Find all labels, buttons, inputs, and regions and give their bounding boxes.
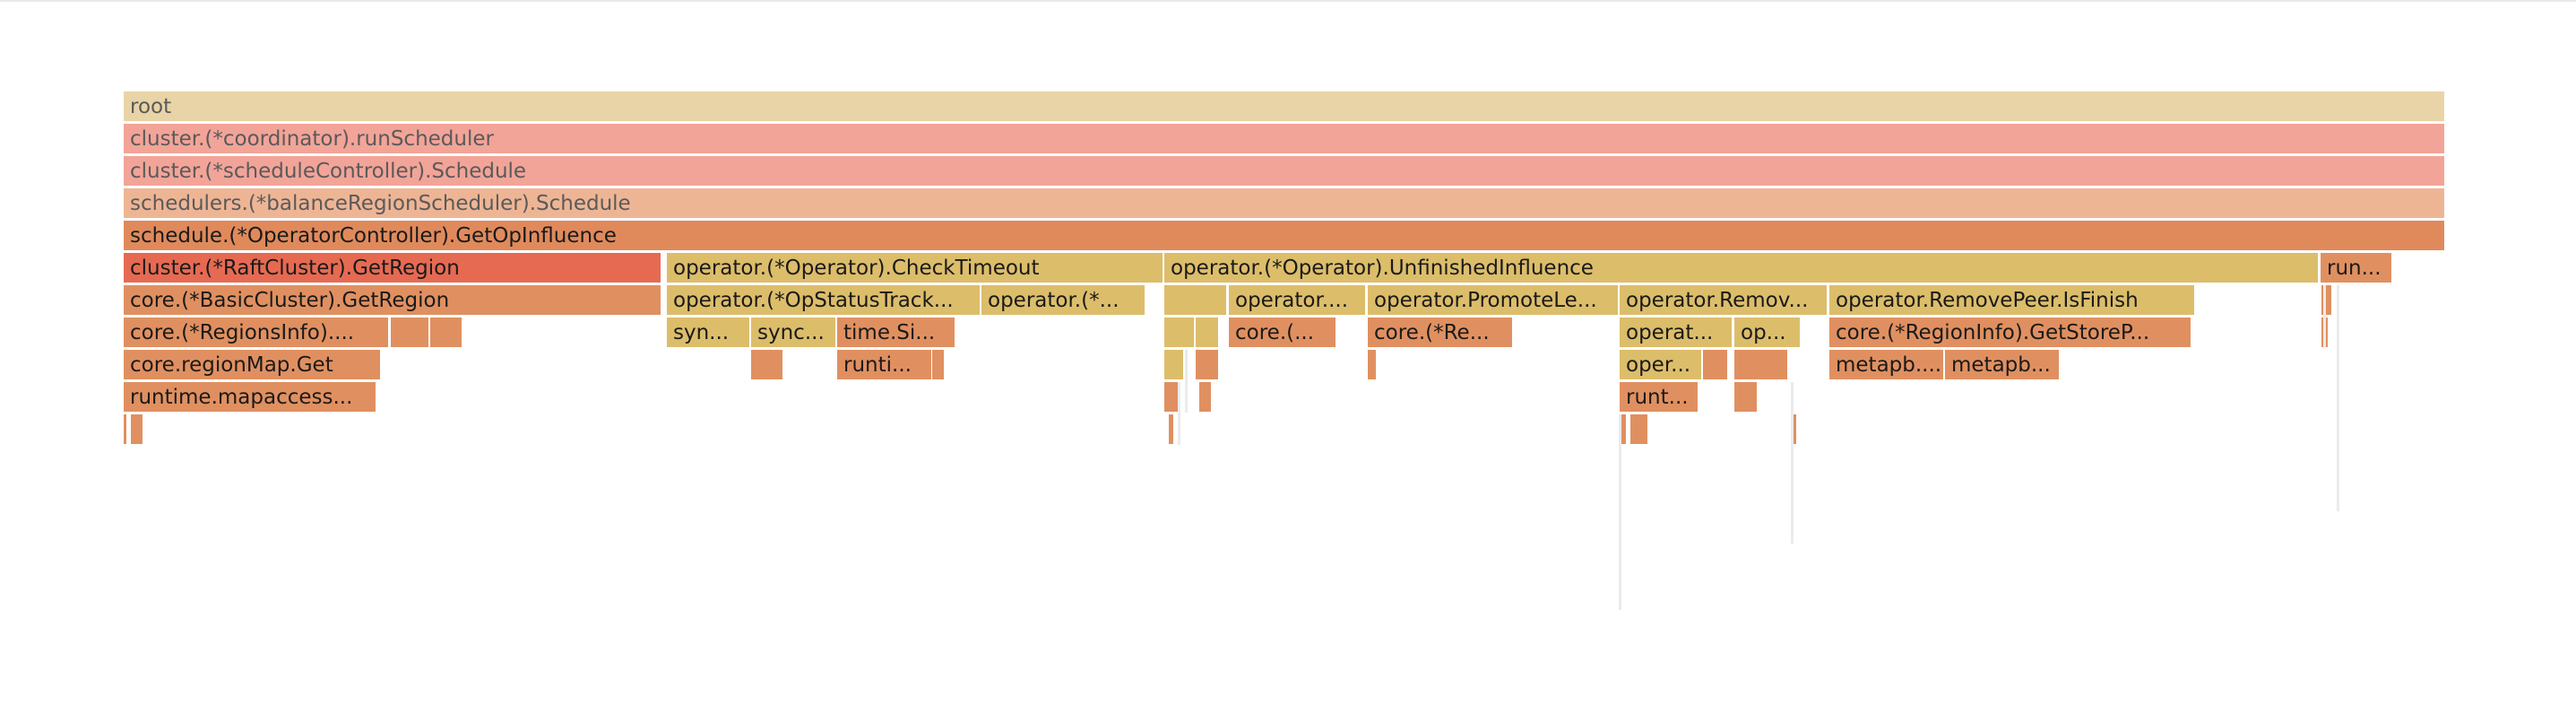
thin-frame-stack — [2323, 285, 2326, 348]
flame-frame-label: operator.RemovePeer.IsFinish — [1836, 289, 2139, 312]
flame-frame-label: core.(*BasicCluster).GetRegion — [130, 289, 450, 312]
flame-frame-label: cluster.(*coordinator).runScheduler — [130, 127, 494, 151]
flame-frame[interactable]: runt... — [1620, 382, 1699, 413]
flame-frame-label: metapb.... — [1836, 353, 1942, 377]
flame-frame-label: core.(*RegionsInfo).... — [130, 321, 355, 344]
flame-frame[interactable] — [124, 414, 127, 445]
thin-frame-stack — [2337, 285, 2339, 511]
flame-frame[interactable]: operator.PromoteLe... — [1368, 285, 1619, 316]
flame-frame[interactable]: schedule.(*OperatorController).GetOpInfl… — [124, 221, 2445, 251]
flame-frame[interactable]: operator.Remov... — [1620, 285, 1828, 316]
flame-frame[interactable] — [751, 350, 783, 380]
flame-frame-label: root — [130, 95, 172, 118]
flame-frame[interactable]: schedulers.(*balanceRegionScheduler).Sch… — [124, 188, 2445, 219]
flame-frame-label: syn... — [673, 321, 730, 344]
flame-frame[interactable] — [1630, 414, 1648, 445]
flame-frame[interactable]: operat... — [1620, 318, 1733, 348]
flame-frame[interactable] — [932, 350, 945, 380]
flame-frame[interactable]: operator.RemovePeer.IsFinish — [1829, 285, 2195, 316]
flame-frame-label: schedule.(*OperatorController).GetOpInfl… — [130, 224, 617, 248]
flame-frame[interactable]: core.(*RegionInfo).GetStoreP... — [1829, 318, 2191, 348]
flame-frame-label: operator.(*Operator).CheckTimeout — [673, 257, 1040, 280]
flame-frame[interactable] — [391, 318, 429, 348]
flame-frame-label: sync... — [757, 321, 825, 344]
flame-frame[interactable]: runti... — [837, 350, 932, 380]
flame-frame[interactable]: operator.(*... — [981, 285, 1145, 316]
flame-frame-label: runti... — [843, 353, 912, 377]
flame-frame[interactable] — [430, 318, 462, 348]
flame-frame-label: schedulers.(*balanceRegionScheduler).Sch… — [130, 192, 631, 215]
flame-frame[interactable]: cluster.(*RaftCluster).GetRegion — [124, 253, 661, 283]
flame-frame[interactable]: core.(*Re... — [1368, 318, 1513, 348]
flame-frame-label: run... — [2327, 257, 2382, 280]
flame-frame-label: op... — [1741, 321, 1786, 344]
flame-frame[interactable]: metapb... — [1945, 350, 2060, 380]
flame-frame[interactable] — [1199, 382, 1212, 413]
flame-frame[interactable]: operator.(*Operator).UnfinishedInfluence — [1164, 253, 2319, 283]
flame-frame[interactable] — [1169, 414, 1174, 445]
flame-frame[interactable]: time.Si... — [837, 318, 955, 348]
flame-frame[interactable] — [1196, 318, 1219, 348]
flame-frame[interactable]: sync... — [751, 318, 836, 348]
flame-frame-label: core.(*Re... — [1374, 321, 1490, 344]
thin-frame-stack — [1178, 382, 1180, 445]
thin-frame-stack — [1619, 414, 1621, 610]
flame-frame[interactable]: operator.(*Operator).CheckTimeout — [667, 253, 1163, 283]
flame-frame[interactable] — [1620, 414, 1627, 445]
flame-frame[interactable]: oper... — [1620, 350, 1702, 380]
flame-frame-label: metapb... — [1951, 353, 2051, 377]
flame-frame-label: cluster.(*scheduleController).Schedule — [130, 160, 527, 183]
flame-frame[interactable] — [1164, 318, 1195, 348]
flame-frame[interactable]: metapb.... — [1829, 350, 1944, 380]
flame-frame-label: operator.(*OpStatusTrack... — [673, 289, 954, 312]
flame-frame-label: operator.(*... — [988, 289, 1119, 312]
flame-frame[interactable]: runtime.mapaccess... — [124, 382, 376, 413]
flame-frame[interactable] — [1792, 414, 1797, 445]
flame-frame[interactable] — [1164, 350, 1184, 380]
top-divider — [0, 0, 2576, 2]
flame-frame[interactable]: root — [124, 91, 2445, 122]
flame-frame-label: operat... — [1626, 321, 1714, 344]
flame-frame[interactable] — [1703, 350, 1728, 380]
flame-frame-label: runtime.mapaccess... — [130, 386, 353, 409]
flame-frame[interactable]: operator.(*OpStatusTrack... — [667, 285, 981, 316]
flame-frame[interactable]: core.(*RegionsInfo).... — [124, 318, 389, 348]
flame-frame[interactable]: syn... — [667, 318, 750, 348]
flame-frame[interactable]: core.regionMap.Get — [124, 350, 381, 380]
flame-frame[interactable]: operator.... — [1229, 285, 1366, 316]
flame-frame-label: operator.... — [1235, 289, 1349, 312]
flame-frame-label: operator.Remov... — [1626, 289, 1809, 312]
flame-frame-label: oper... — [1626, 353, 1691, 377]
flame-frame[interactable] — [1734, 350, 1788, 380]
flame-frame[interactable] — [131, 414, 143, 445]
flame-frame[interactable]: core.(*BasicCluster).GetRegion — [124, 285, 661, 316]
flame-frame[interactable]: core.(... — [1229, 318, 1336, 348]
flame-frame[interactable]: run... — [2321, 253, 2392, 283]
flame-frame[interactable] — [1368, 350, 1377, 380]
flame-frame-label: cluster.(*RaftCluster).GetRegion — [130, 257, 460, 280]
flame-frame-label: operator.PromoteLe... — [1374, 289, 1597, 312]
flame-frame[interactable]: op... — [1734, 318, 1801, 348]
flame-frame[interactable] — [1196, 350, 1219, 380]
flame-frame[interactable]: cluster.(*coordinator).runScheduler — [124, 124, 2445, 154]
flame-frame-label: core.(... — [1235, 321, 1315, 344]
flame-frame-label: runt... — [1626, 386, 1689, 409]
flame-frame[interactable] — [1734, 382, 1758, 413]
flame-frame-label: operator.(*Operator).UnfinishedInfluence — [1171, 257, 1594, 280]
flame-frame[interactable] — [1164, 285, 1227, 316]
flame-frame-label: core.(*RegionInfo).GetStoreP... — [1836, 321, 2150, 344]
thin-frame-stack — [1185, 350, 1188, 413]
flame-frame[interactable]: cluster.(*scheduleController).Schedule — [124, 156, 2445, 187]
flame-frame-label: core.regionMap.Get — [130, 353, 333, 377]
flame-frame[interactable] — [1164, 382, 1179, 413]
flame-frame-label: time.Si... — [843, 321, 936, 344]
thin-frame-stack — [1791, 382, 1794, 544]
